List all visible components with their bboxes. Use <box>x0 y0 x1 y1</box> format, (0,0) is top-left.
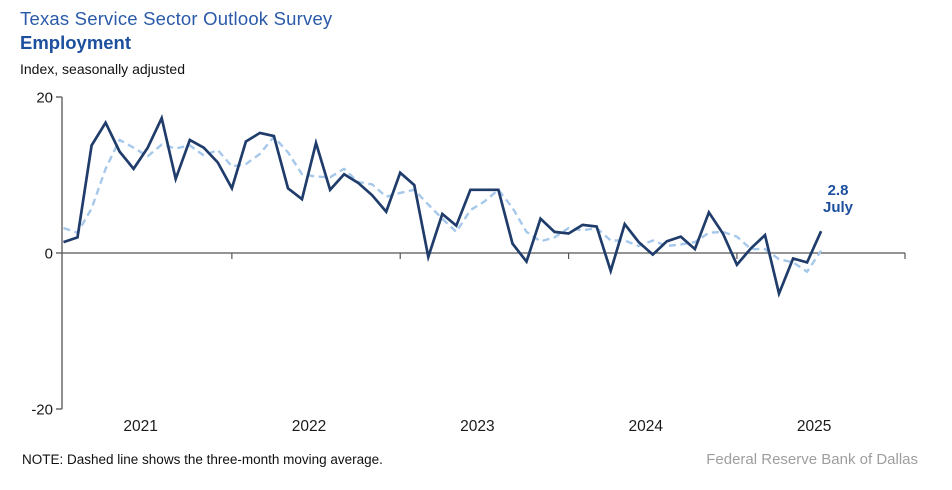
x-tick-label: 2021 <box>123 418 157 435</box>
last-point-value: 2.8 <box>827 182 849 199</box>
x-tick-label: 2022 <box>292 418 326 435</box>
chart-subtitle: Employment <box>20 32 132 53</box>
x-tick-label: 2024 <box>629 418 664 435</box>
y-tick-label: 20 <box>36 90 53 107</box>
y-tick-label: 0 <box>45 246 53 263</box>
y-tick-label: -20 <box>31 402 53 419</box>
employment-index-line <box>63 114 823 299</box>
last-point-annotation: 2.8 July <box>798 182 878 216</box>
moving-average-line <box>63 135 823 273</box>
footnote: NOTE: Dashed line shows the three-month … <box>22 452 383 467</box>
chart-title: Texas Service Sector Outlook Survey <box>20 8 333 29</box>
last-point-month: July <box>822 199 853 216</box>
x-tick-label: 2023 <box>460 418 494 435</box>
y-axis-unit-label: Index, seasonally adjusted <box>20 61 185 77</box>
x-tick-label: 2025 <box>797 418 831 435</box>
source-credit: Federal Reserve Bank of Dallas <box>706 451 918 468</box>
